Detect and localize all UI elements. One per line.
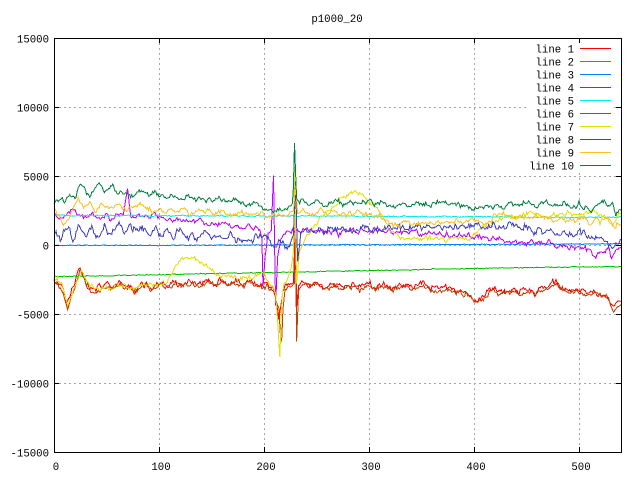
svg-text:500: 500 (571, 462, 590, 474)
svg-text:p1000_20: p1000_20 (311, 14, 362, 26)
svg-text:-15000: -15000 (11, 449, 49, 461)
svg-text:line 10: line 10 (529, 162, 574, 174)
svg-text:200: 200 (256, 462, 275, 474)
svg-text:0: 0 (53, 462, 59, 474)
svg-text:line 3: line 3 (536, 71, 574, 83)
svg-text:line 9: line 9 (536, 149, 574, 161)
svg-text:line 7: line 7 (536, 123, 574, 135)
svg-text:5000: 5000 (23, 173, 49, 185)
svg-text:15000: 15000 (17, 35, 49, 47)
svg-text:10000: 10000 (17, 104, 49, 116)
svg-text:400: 400 (466, 462, 485, 474)
svg-text:0: 0 (43, 242, 49, 254)
svg-text:line 2: line 2 (536, 58, 574, 70)
svg-text:line 6: line 6 (536, 110, 574, 122)
svg-text:100: 100 (151, 462, 170, 474)
svg-text:line 4: line 4 (536, 84, 574, 96)
svg-text:line 8: line 8 (536, 136, 574, 148)
svg-text:-5000: -5000 (17, 311, 49, 323)
svg-text:line 1: line 1 (536, 45, 574, 57)
svg-text:300: 300 (361, 462, 380, 474)
svg-text:line 5: line 5 (536, 97, 574, 109)
svg-text:-10000: -10000 (11, 380, 49, 392)
